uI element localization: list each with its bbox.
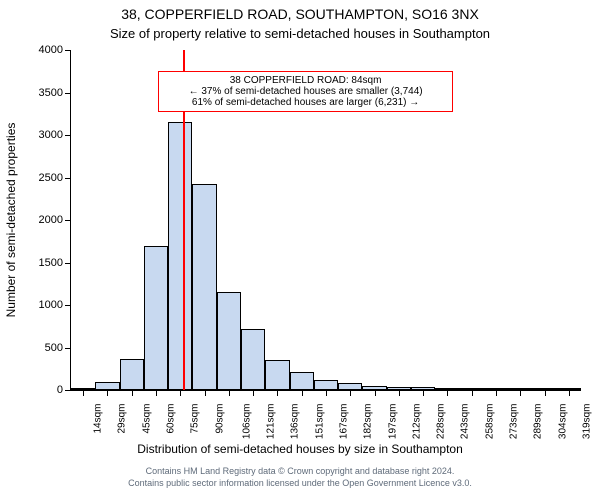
histogram-bar [120,359,144,390]
xtick-label: 167sqm [338,404,349,440]
page-title: 38, COPPERFIELD ROAD, SOUTHAMPTON, SO16 … [0,6,600,22]
xtick-label: 289sqm [533,404,544,440]
xtick-label: 273sqm [508,404,519,440]
ytick-label: 3000 [39,129,71,141]
y-axis-label: Number of semi-detached properties [4,123,18,318]
footer-line-2: Contains public sector information licen… [0,478,600,490]
histogram-bar [241,329,265,390]
xtick-mark [229,390,230,396]
ytick-label: 4000 [39,44,71,56]
xtick-mark [375,390,376,396]
annotation-line: ← 37% of semi-detached houses are smalle… [163,86,449,97]
histogram-bar [314,380,338,390]
histogram-bar [290,372,314,390]
chart-page: 38, COPPERFIELD ROAD, SOUTHAMPTON, SO16 … [0,0,600,500]
histogram-bar [192,184,216,390]
xtick-label: 60sqm [166,404,177,434]
page-subtitle: Size of property relative to semi-detach… [0,26,600,41]
xtick-mark [545,390,546,396]
xtick-mark [399,390,400,396]
xtick-label: 258sqm [484,404,495,440]
annotation-line: 38 COPPERFIELD ROAD: 84sqm [163,75,449,86]
ytick-label: 1000 [39,299,71,311]
xtick-mark [520,390,521,396]
ytick-label: 3500 [39,87,71,99]
xtick-mark [107,390,108,396]
x-axis-label: Distribution of semi-detached houses by … [0,442,600,456]
xtick-label: 106sqm [241,404,252,440]
xtick-label: 14sqm [93,404,104,434]
xtick-mark [132,390,133,396]
xtick-label: 136sqm [290,404,301,440]
histogram-plot: 0500100015002000250030003500400014sqm29s… [70,50,581,391]
annotation-line: 61% of semi-detached houses are larger (… [163,97,449,108]
xtick-mark [569,390,570,396]
xtick-label: 182sqm [363,404,374,440]
xtick-label: 45sqm [141,404,152,434]
xtick-mark [472,390,473,396]
xtick-label: 121sqm [265,404,276,440]
histogram-bar [144,246,168,391]
ytick-label: 2500 [39,172,71,184]
xtick-label: 243sqm [460,404,471,440]
xtick-mark [83,390,84,396]
ytick-label: 500 [45,342,71,354]
histogram-bar [338,383,362,390]
xtick-label: 75sqm [190,404,201,434]
xtick-label: 151sqm [314,404,325,440]
histogram-bar [265,360,289,390]
xtick-mark [277,390,278,396]
footer-attribution: Contains HM Land Registry data © Crown c… [0,466,600,489]
xtick-mark [447,390,448,396]
annotation-box: 38 COPPERFIELD ROAD: 84sqm← 37% of semi-… [158,71,454,112]
histogram-bar [217,292,241,390]
xtick-label: 90sqm [214,404,225,434]
xtick-label: 212sqm [411,404,422,440]
xtick-mark [350,390,351,396]
xtick-mark [253,390,254,396]
xtick-mark [205,390,206,396]
xtick-mark [326,390,327,396]
ytick-label: 2000 [39,214,71,226]
xtick-label: 228sqm [435,404,446,440]
footer-line-1: Contains HM Land Registry data © Crown c… [0,466,600,478]
xtick-mark [180,390,181,396]
histogram-bar [168,122,192,390]
xtick-mark [423,390,424,396]
xtick-label: 29sqm [117,404,128,434]
xtick-mark [156,390,157,396]
ytick-label: 1500 [39,257,71,269]
xtick-mark [302,390,303,396]
xtick-label: 197sqm [387,404,398,440]
xtick-mark [496,390,497,396]
xtick-label: 319sqm [581,404,592,440]
histogram-bar [95,382,119,391]
ytick-label: 0 [57,384,71,396]
xtick-label: 304sqm [557,404,568,440]
